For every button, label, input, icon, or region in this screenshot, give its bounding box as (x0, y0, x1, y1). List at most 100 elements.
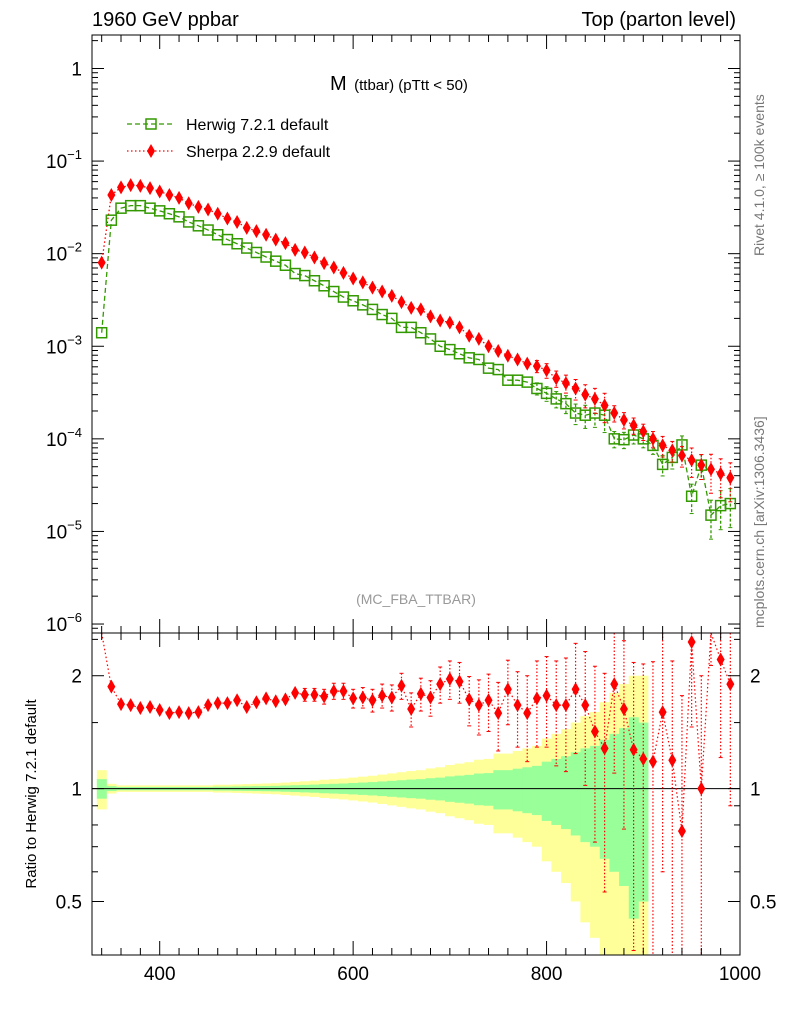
main-y-tick-base: 10 (46, 430, 67, 451)
sherpa-point (155, 184, 164, 199)
ratio-y-axis: 0.5 0.5 1 1 2 2 (56, 638, 776, 913)
sherpa-point (329, 260, 338, 275)
main-y-tick-exp: −2 (67, 240, 82, 255)
sherpa-ratio-point (697, 781, 706, 796)
ratio-band-green (599, 739, 610, 859)
ratio-band-green (454, 775, 465, 803)
sherpa-point (271, 232, 280, 247)
sherpa-ratio-point (175, 705, 184, 720)
sherpa-ratio-point (581, 698, 590, 713)
sherpa-ratio-point (436, 677, 445, 692)
sherpa-point (648, 431, 657, 446)
sherpa-point (184, 196, 193, 211)
sherpa-point (291, 242, 300, 257)
sherpa-ratio-point (426, 690, 435, 705)
main-y-tick-base: 10 (46, 245, 67, 266)
legend-entry-herwig: Herwig 7.2.1 default (127, 117, 329, 134)
legend: Herwig 7.2.1 default Sherpa 2.2.9 defaul… (127, 117, 331, 161)
sherpa-point (552, 371, 561, 386)
herwig-point (521, 376, 533, 388)
legend-sherpa-marker (147, 144, 155, 158)
sherpa-point (484, 339, 493, 354)
sherpa-point (378, 284, 387, 299)
sherpa-ratio-point (503, 682, 512, 697)
sherpa-point (455, 320, 464, 335)
sherpa-point (358, 275, 367, 290)
sherpa-ratio-point (552, 698, 561, 713)
main-y-tick-label: 10−3 (46, 332, 82, 358)
sherpa-ratio-point (155, 703, 164, 718)
sherpa-ratio-point (310, 687, 319, 702)
sherpa-point (542, 363, 551, 378)
x-tick-label: 1000 (719, 964, 761, 985)
sherpa-point (503, 348, 512, 363)
herwig-point (279, 259, 292, 271)
herwig-point (705, 509, 717, 521)
ratio-y-tick-label-right: 0.5 (750, 892, 776, 913)
sherpa-point (639, 424, 648, 439)
sherpa-point (677, 448, 686, 463)
main-y-tick-exp: −6 (67, 610, 82, 625)
sherpa-point (300, 245, 309, 260)
sherpa-ratio-point (445, 672, 454, 687)
sherpa-ratio-point (716, 652, 725, 667)
ratio-band-green (541, 761, 552, 821)
sherpa-point (668, 443, 677, 458)
ratio-y-tick-label: 1 (71, 780, 82, 801)
sherpa-point (407, 300, 416, 315)
x-tick-label: 400 (144, 964, 176, 985)
main-y-tick-exp: −4 (67, 425, 82, 440)
sherpa-point (726, 470, 735, 485)
ratio-band-green (609, 733, 620, 872)
sherpa-ratio-point (368, 693, 377, 708)
herwig-point (144, 202, 156, 214)
ratio-band-green (522, 767, 533, 814)
sherpa-ratio-point (494, 706, 503, 721)
ratio-y-label: Ratio to Herwig 7.2.1 default (23, 699, 40, 889)
ratio-band-green (464, 774, 475, 804)
sherpa-ratio-point (619, 702, 628, 717)
sherpa-ratio-point (339, 684, 348, 699)
main-series-layer (95, 178, 737, 540)
sherpa-ratio-point (184, 706, 193, 721)
main-y-tick-base: 10 (46, 337, 67, 358)
sherpa-ratio-point (194, 705, 203, 720)
ratio-band-green (570, 752, 581, 836)
plot-title-sub: (ttbar) (pTtt < 50) (354, 77, 468, 94)
main-y-tick-label: 10−6 (46, 610, 82, 636)
legend-herwig-marker (145, 118, 157, 130)
herwig-point (453, 348, 466, 360)
sherpa-ratio-point (358, 690, 367, 705)
sherpa-ratio-point (677, 824, 686, 839)
main-y-tick-base: 10 (46, 522, 67, 543)
sherpa-point (97, 255, 106, 270)
x-tick-label: 600 (337, 964, 369, 985)
herwig-point (299, 269, 311, 282)
sherpa-ratio-point (561, 698, 570, 713)
herwig-point (424, 333, 437, 345)
sherpa-point (416, 302, 425, 317)
sherpa-point (716, 466, 725, 481)
sherpa-ratio-point (387, 690, 396, 705)
x-axis: 400 600 800 1000 (101, 35, 761, 985)
sherpa-point (445, 315, 454, 330)
ratio-band-green (551, 758, 562, 825)
sherpa-ratio-point (648, 754, 657, 769)
ratio-band-green (512, 768, 523, 812)
ratio-band-green (503, 770, 514, 810)
sherpa-ratio-point (455, 674, 464, 689)
main-y-tick-base: 1 (71, 59, 82, 80)
ratio-band-green (474, 773, 485, 806)
sherpa-point (136, 178, 145, 193)
main-y-tick-base: 10 (46, 615, 67, 636)
sherpa-point (146, 181, 155, 196)
plot-title-main: M (330, 73, 347, 95)
herwig-point (560, 397, 572, 410)
sherpa-point (436, 313, 445, 328)
sherpa-point (213, 206, 222, 221)
sherpa-ratio-point (397, 678, 406, 693)
sherpa-ratio-point (165, 706, 174, 721)
main-y-axis: 110−110−210−310−410−510−6 (46, 40, 740, 636)
sherpa-point (581, 387, 590, 402)
